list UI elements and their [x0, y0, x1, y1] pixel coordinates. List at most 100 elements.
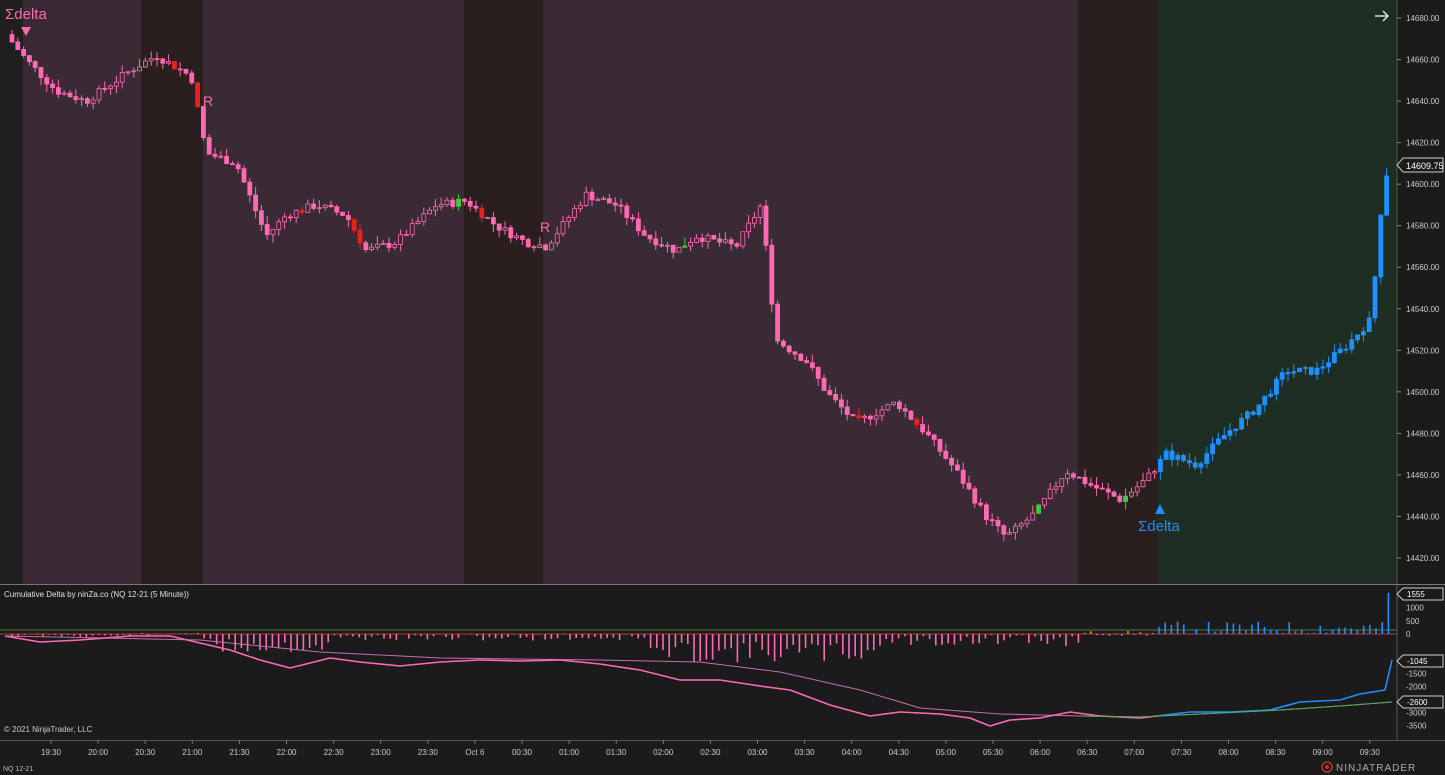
- candle-body: [322, 204, 328, 209]
- candle-body: [995, 520, 1001, 527]
- candle-body: [920, 424, 925, 433]
- time-tick-label: 21:30: [229, 748, 250, 757]
- candle: [1204, 446, 1210, 469]
- candle: [723, 232, 728, 245]
- candle: [670, 244, 676, 259]
- candle-body: [432, 206, 438, 211]
- time-tick-label: 04:00: [842, 748, 863, 757]
- candle: [293, 209, 299, 224]
- candle: [966, 475, 972, 491]
- candle-body: [15, 41, 21, 50]
- candle-body: [775, 303, 780, 342]
- candle-body: [1076, 476, 1082, 479]
- time-tick-label: 19:30: [41, 748, 62, 757]
- time-tick-label: 05:30: [983, 748, 1004, 757]
- candle-body: [316, 207, 322, 210]
- candle: [374, 236, 380, 251]
- candle-body: [32, 61, 38, 68]
- candle-body: [496, 223, 502, 231]
- candle-body: [1018, 523, 1024, 527]
- arrow-right-icon[interactable]: [1375, 10, 1390, 22]
- candle: [1059, 478, 1065, 494]
- candle: [1297, 367, 1302, 373]
- candle-body: [473, 205, 479, 209]
- candle: [241, 165, 247, 184]
- candle-body: [415, 221, 421, 224]
- candle-body: [1361, 331, 1366, 336]
- candle-body: [653, 238, 659, 246]
- candle-body: [514, 235, 519, 239]
- candle-body: [1378, 214, 1384, 278]
- candle-body: [1285, 372, 1291, 375]
- candle-body: [438, 204, 444, 208]
- candle: [67, 90, 73, 98]
- candle-body: [931, 434, 937, 440]
- cd-segment: [199, 642, 231, 651]
- candle: [1146, 468, 1152, 481]
- candle: [502, 221, 508, 235]
- cd-segment: [759, 685, 791, 691]
- candle-body: [131, 70, 137, 73]
- candle-body: [1013, 525, 1018, 534]
- price-axis[interactable]: [1397, 0, 1445, 584]
- cd-segment: [599, 663, 641, 671]
- candle: [206, 134, 212, 155]
- candle-body: [885, 404, 891, 411]
- ninjatrader-logo: NINJATRADER: [1321, 761, 1415, 774]
- candle: [554, 226, 560, 247]
- time-tick-label: 22:30: [324, 748, 345, 757]
- indicator-tick-label: 1000: [1406, 604, 1424, 613]
- candle: [403, 229, 409, 237]
- candle-body: [96, 88, 102, 101]
- buy-arrow-icon: [1155, 504, 1165, 514]
- candle: [711, 235, 717, 241]
- candle: [1047, 482, 1053, 500]
- candle-body: [142, 60, 148, 68]
- candle: [282, 213, 288, 230]
- r-marker: R: [540, 219, 550, 235]
- candle-body: [421, 213, 427, 222]
- candle-body: [345, 215, 351, 220]
- cd-segment: [899, 711, 941, 715]
- cd-segment: [639, 669, 681, 681]
- candle: [38, 67, 44, 86]
- cd-segment: [1269, 701, 1301, 711]
- candle-body: [206, 137, 212, 155]
- candle-body: [224, 155, 230, 164]
- candle: [1349, 332, 1355, 354]
- candle-body: [374, 243, 380, 248]
- candle: [1221, 427, 1227, 440]
- cd-segment: [399, 661, 441, 667]
- candle: [21, 46, 27, 58]
- candle: [253, 186, 259, 219]
- candle: [914, 417, 920, 430]
- candle: [305, 199, 311, 213]
- price-tick-label: 14660.00: [1406, 56, 1440, 65]
- candle: [270, 228, 276, 243]
- time-tick-label: 02:30: [700, 748, 721, 757]
- price-tick-label: 14460.00: [1406, 471, 1440, 480]
- price-axis-labels: 14680.00 14660.00 14640.00 14620.00 14600.00…: [1397, 14, 1440, 563]
- candle: [340, 211, 346, 216]
- candle: [490, 211, 496, 232]
- candle: [154, 52, 160, 67]
- candle-body: [108, 85, 113, 90]
- candle-body: [746, 222, 751, 233]
- candle: [1355, 334, 1360, 344]
- candle: [879, 405, 885, 422]
- candle: [624, 202, 630, 226]
- candle-body: [73, 96, 79, 101]
- candle: [160, 57, 166, 70]
- candle-body: [160, 58, 166, 64]
- candle: [351, 217, 357, 234]
- price-tick-label: 14680.00: [1406, 14, 1440, 23]
- candle: [1268, 388, 1273, 398]
- candle-body: [862, 415, 867, 419]
- candle: [781, 339, 786, 349]
- candle: [984, 502, 989, 525]
- candle-body: [560, 221, 566, 235]
- candle: [1332, 344, 1337, 364]
- candle: [757, 203, 763, 225]
- candle-body: [403, 234, 409, 237]
